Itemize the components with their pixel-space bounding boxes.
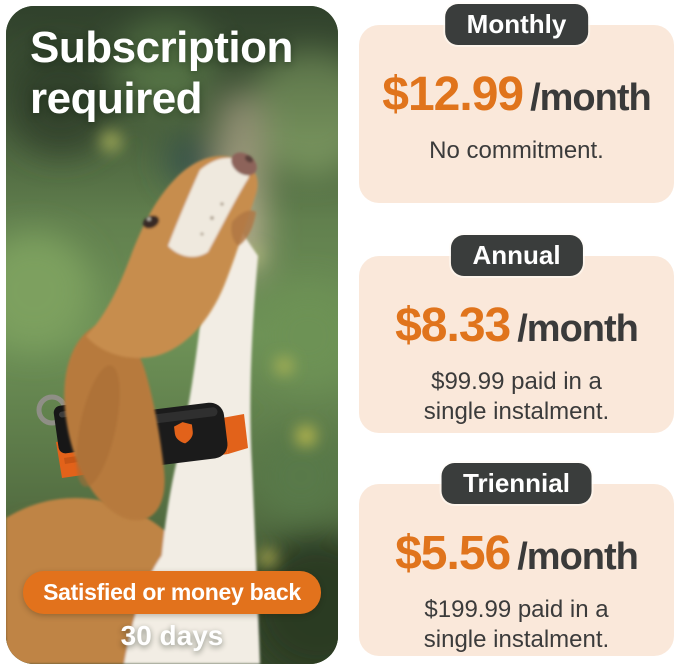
price-amount: $8.33 (395, 299, 511, 352)
price-amount: $5.56 (395, 527, 511, 580)
headline: Subscription required (30, 22, 293, 124)
price-row: $12.99 /month (382, 67, 652, 122)
plan-note: $199.99 paid in a single instalment. (424, 595, 609, 655)
headline-line2: required (30, 74, 203, 124)
plan-badge-annual: Annual (450, 235, 583, 276)
plan-badge-monthly: Monthly (444, 4, 589, 45)
price-row: $5.56 /month (395, 526, 639, 581)
plan-badge-triennial: Triennial (441, 463, 592, 504)
headline-line1: Subscription (30, 23, 293, 72)
guarantee-period: 30 days (120, 620, 224, 651)
guarantee-block: Satisfied or money back 30 days (6, 571, 338, 652)
photo-panel: Subscription required Satisfied or money… (6, 6, 338, 664)
plan-note: $99.99 paid in a single instalment. (424, 367, 609, 427)
price-row: $8.33 /month (395, 298, 639, 353)
dog-photo-illustration (6, 6, 338, 664)
price-period: /month (530, 77, 652, 119)
note-line2: single instalment. (423, 398, 610, 425)
note-line1: No commitment. (429, 137, 604, 164)
money-back-pill: Satisfied or money back (23, 571, 321, 614)
plan-note: No commitment. (429, 136, 604, 166)
plan-card-triennial: Triennial $5.56 /month $199.99 paid in a… (359, 463, 674, 656)
plan-card-monthly: Monthly $12.99 /month No commitment. (359, 4, 674, 203)
price-amount: $12.99 (382, 68, 524, 121)
note-line2: single instalment. (423, 626, 610, 653)
note-line1: $199.99 paid in a (424, 596, 609, 623)
price-period: /month (517, 536, 639, 578)
note-line1: $99.99 paid in a (431, 368, 602, 395)
plan-card-annual: Annual $8.33 /month $99.99 paid in a sin… (359, 235, 674, 433)
price-period: /month (517, 308, 639, 350)
